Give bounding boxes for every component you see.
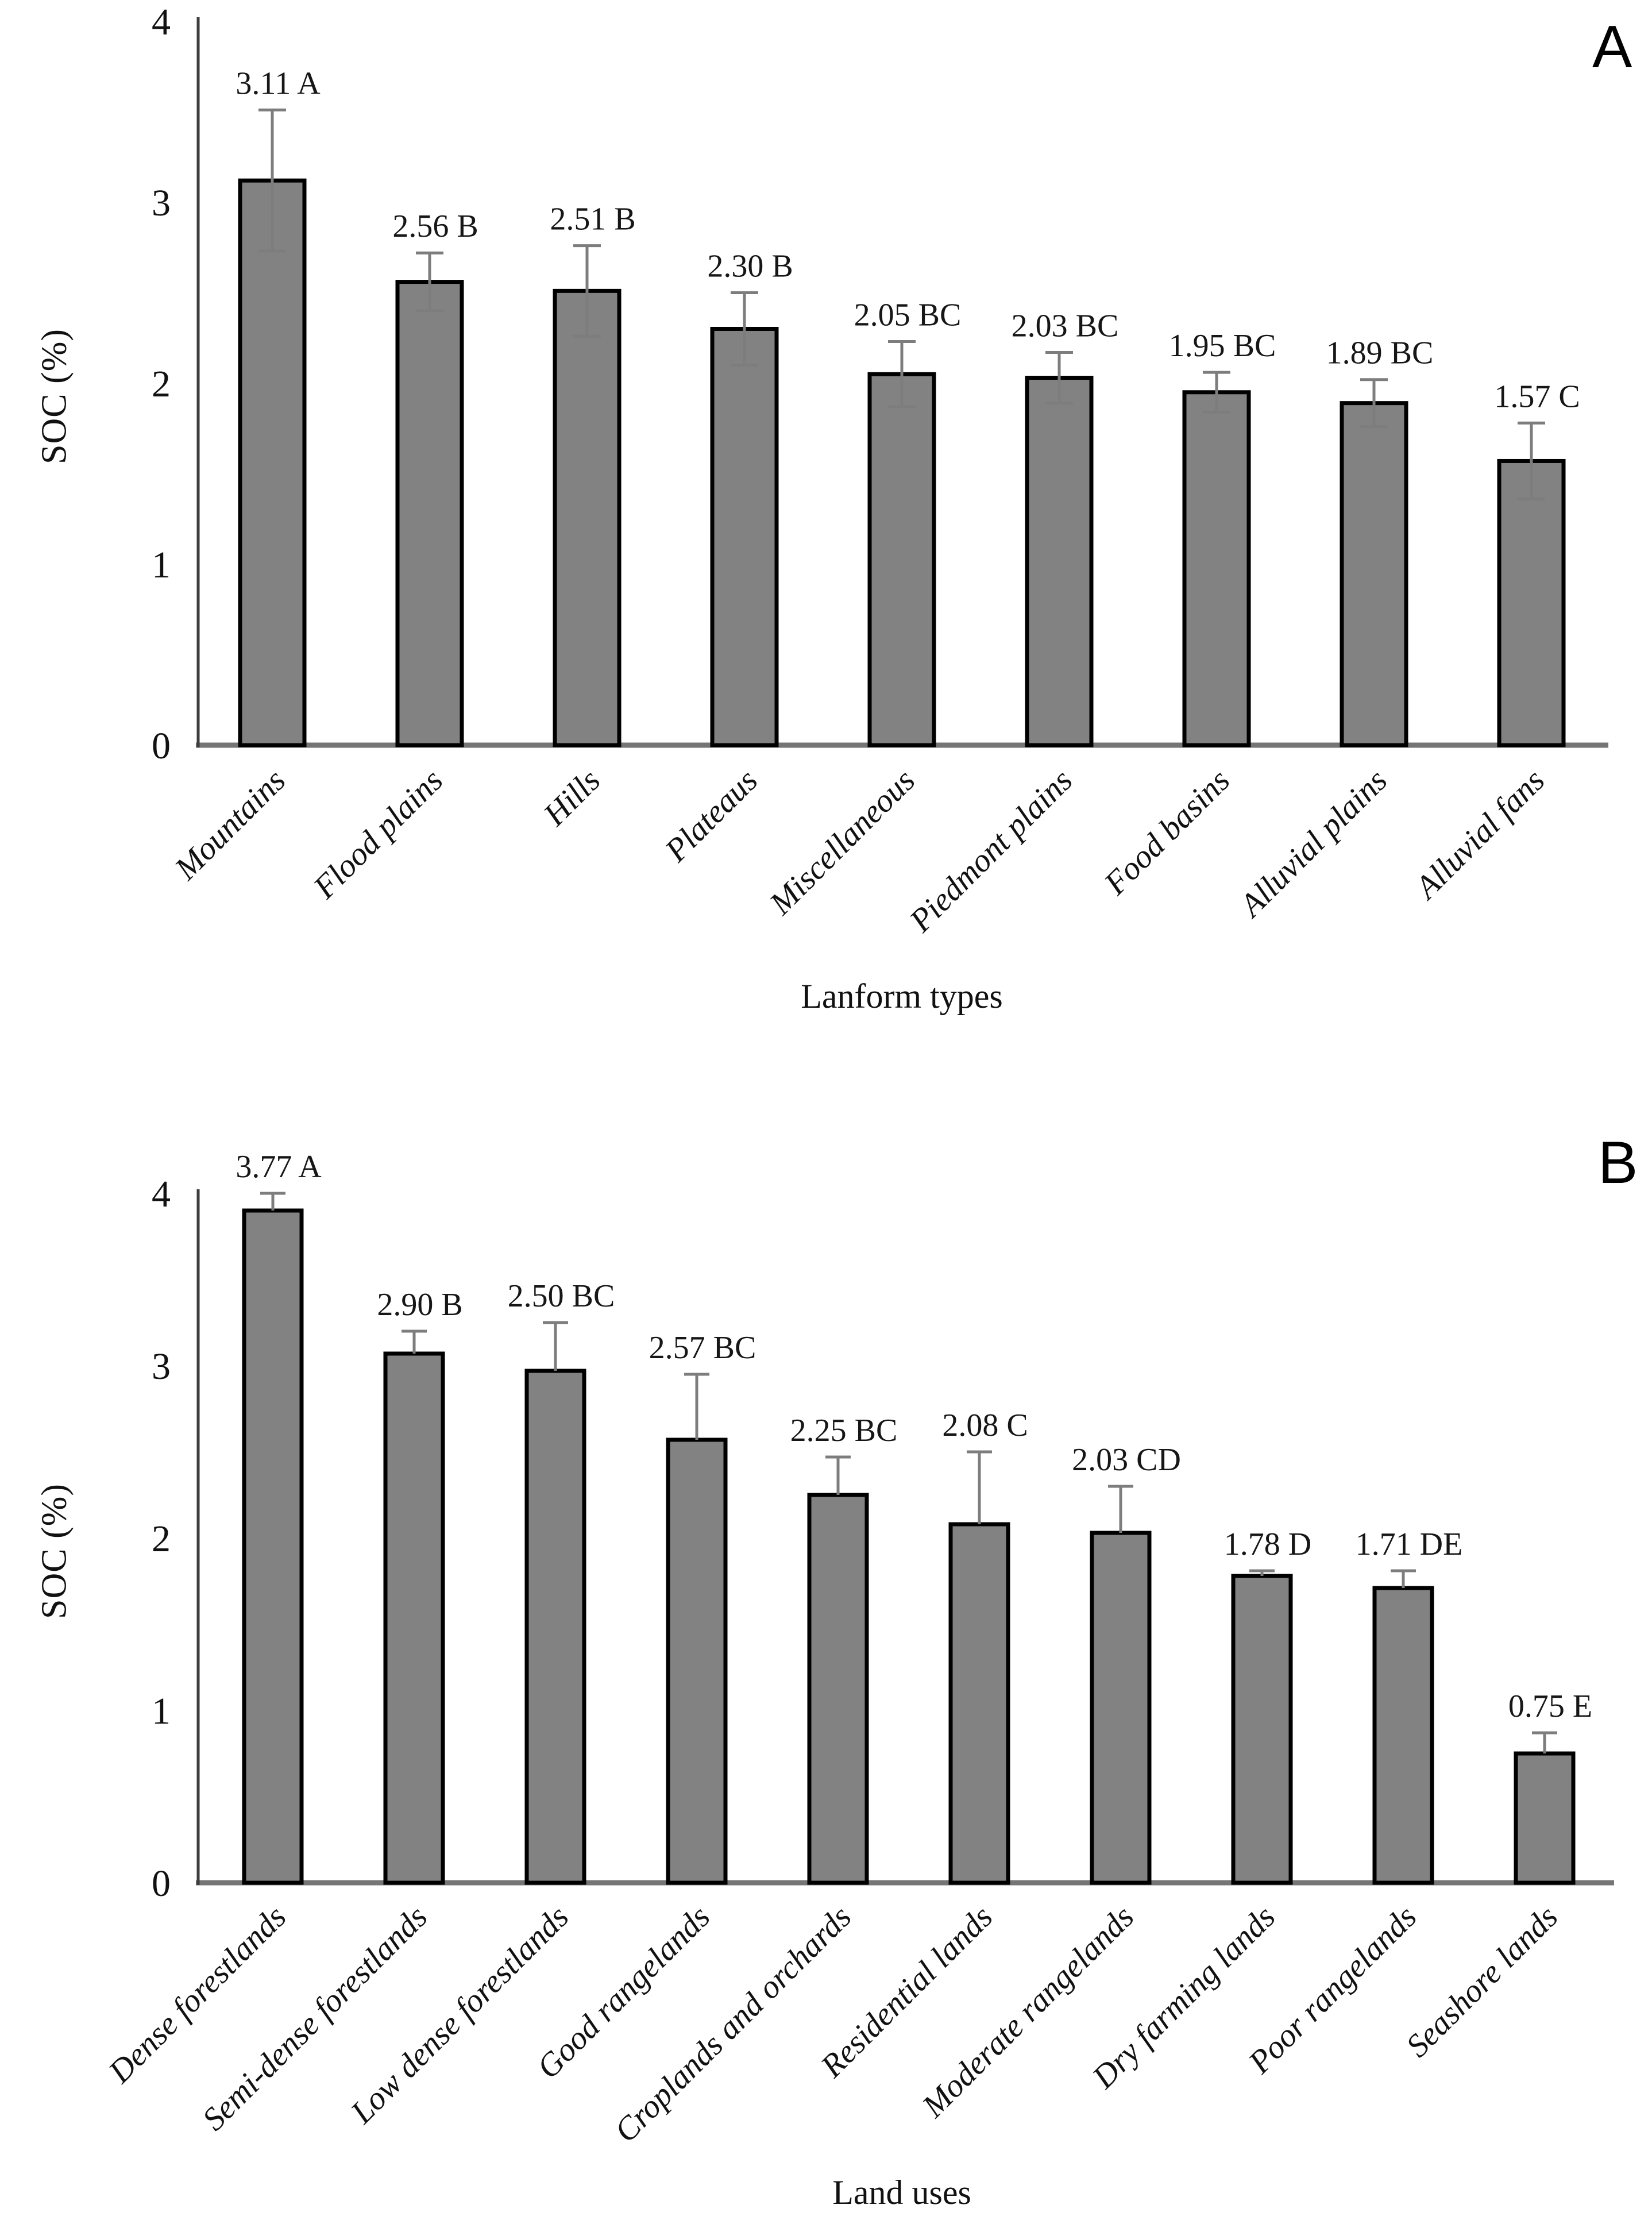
category-label: Miscellaneous — [762, 762, 922, 922]
category-label: Croplands and orchards — [608, 1899, 858, 2149]
bar-value-label: 1.57 C — [1494, 379, 1580, 414]
bar-value-label: 1.71 DE — [1356, 1527, 1463, 1562]
y-tick-label: 1 — [152, 1690, 171, 1732]
bar — [710, 327, 779, 747]
bar — [1497, 458, 1566, 747]
y-tick-label: 3 — [152, 1346, 171, 1388]
y-tick-label: 2 — [152, 363, 171, 405]
bar-value-label: 2.57 BC — [649, 1330, 756, 1366]
category-label: Alluvial plains — [1232, 762, 1395, 926]
bar-value-label: 2.56 B — [392, 209, 478, 244]
y-tick-label: 0 — [152, 725, 171, 767]
y-tick-label: 1 — [152, 544, 171, 586]
bar — [1514, 1751, 1576, 1885]
bar — [242, 1208, 304, 1885]
bar — [524, 1369, 586, 1885]
bar-value-label: 2.03 CD — [1072, 1442, 1181, 1478]
panel-letter-b: B — [1598, 1130, 1638, 1196]
bar — [238, 178, 307, 747]
bar — [666, 1437, 728, 1885]
bar-value-label: 2.25 BC — [790, 1413, 898, 1448]
bar-value-label: 3.77 A — [236, 1149, 322, 1185]
bar-value-label: 3.11 A — [236, 65, 321, 101]
y-axis-title-panel-a: SOC (%) — [34, 328, 74, 465]
bar-value-label: 2.08 C — [942, 1408, 1028, 1443]
bar — [1182, 390, 1251, 747]
category-label: Seashore lands — [1399, 1899, 1565, 2064]
bar-value-label: 1.89 BC — [1326, 336, 1434, 371]
bar-value-label: 2.50 BC — [508, 1278, 615, 1314]
bar — [1025, 376, 1094, 747]
bar-value-label: 1.78 D — [1224, 1527, 1311, 1562]
bar — [383, 1351, 445, 1885]
bar — [1090, 1531, 1152, 1885]
bar — [807, 1493, 869, 1885]
x-axis-title-panel-a: Lanform types — [801, 977, 1003, 1015]
bar — [1231, 1574, 1293, 1885]
bar-chart-panel-a: 0 1 2 3 4 3.11 A Mountains 2.56 B Flood plains 2.… — [152, 1, 1608, 939]
bar-value-label: 2.03 BC — [1012, 308, 1119, 344]
y-tick-label: 2 — [152, 1518, 171, 1560]
category-label: Food basins — [1097, 762, 1237, 902]
x-axis-title-panel-b: Land uses — [832, 2173, 971, 2211]
bar — [553, 288, 622, 747]
bar — [867, 372, 936, 747]
y-tick-label: 3 — [152, 182, 171, 224]
category-label: Flood plains — [306, 762, 450, 906]
category-label: Alluvial fans — [1407, 762, 1551, 907]
bar-value-label: 2.05 BC — [854, 298, 962, 333]
y-axis-title-panel-b: SOC (%) — [34, 1483, 74, 1620]
bar — [395, 280, 464, 747]
bar — [1372, 1586, 1434, 1885]
bar-value-label: 2.30 B — [707, 249, 793, 284]
bar-value-label: 2.90 B — [377, 1287, 462, 1323]
panel-letter-a: A — [1592, 14, 1632, 80]
y-tick-label: 4 — [152, 1, 171, 43]
y-tick-label: 4 — [152, 1173, 171, 1215]
category-label: Mountains — [168, 762, 293, 888]
y-tick-label: 0 — [152, 1863, 171, 1905]
category-label: Piedmont plains — [902, 762, 1079, 939]
bar-value-label: 1.95 BC — [1169, 328, 1276, 364]
bar-value-label: 2.51 B — [550, 202, 635, 237]
category-label: Plateaus — [658, 762, 765, 869]
bar — [1340, 401, 1408, 747]
bar — [948, 1522, 1010, 1885]
category-label: Hills — [536, 762, 608, 834]
bar-value-label: 0.75 E — [1508, 1689, 1592, 1724]
